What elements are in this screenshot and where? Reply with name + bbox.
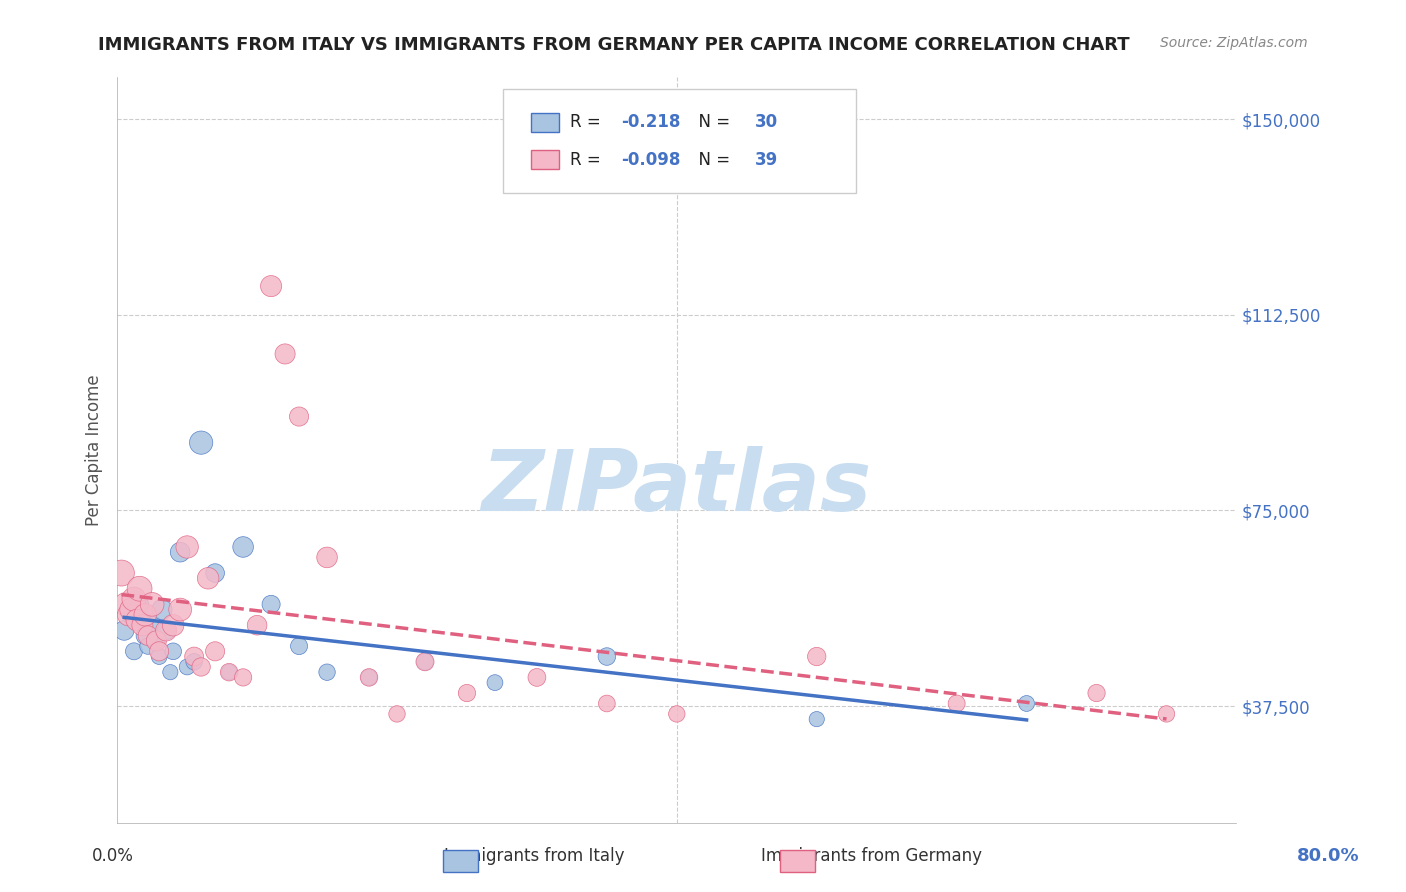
Text: ZIPatlas: ZIPatlas bbox=[482, 446, 872, 529]
Point bbox=[110, 566, 132, 580]
FancyBboxPatch shape bbox=[531, 113, 560, 131]
Text: R =: R = bbox=[571, 113, 606, 131]
Point bbox=[274, 347, 297, 361]
Point bbox=[131, 618, 153, 632]
Point bbox=[246, 618, 269, 632]
Point bbox=[162, 644, 184, 658]
Point bbox=[145, 633, 167, 648]
Point bbox=[136, 629, 159, 643]
Text: N =: N = bbox=[688, 151, 735, 169]
Text: N =: N = bbox=[688, 113, 735, 131]
Point bbox=[150, 602, 173, 616]
Point bbox=[357, 670, 380, 684]
Point bbox=[596, 649, 619, 664]
Point bbox=[288, 639, 311, 653]
Point bbox=[232, 670, 254, 684]
Point bbox=[484, 675, 506, 690]
Text: 0.0%: 0.0% bbox=[91, 847, 134, 865]
FancyBboxPatch shape bbox=[531, 150, 560, 169]
Point bbox=[159, 665, 181, 680]
Point bbox=[357, 670, 380, 684]
Point bbox=[122, 592, 145, 607]
Text: 80.0%: 80.0% bbox=[1298, 847, 1360, 865]
Point bbox=[114, 598, 136, 612]
Point bbox=[260, 279, 283, 293]
Point bbox=[806, 712, 828, 726]
Point bbox=[665, 706, 688, 721]
Point bbox=[112, 624, 135, 638]
Point bbox=[190, 660, 212, 674]
Point bbox=[141, 598, 163, 612]
Point bbox=[120, 602, 142, 616]
Point bbox=[131, 613, 153, 627]
Point bbox=[218, 665, 240, 680]
FancyBboxPatch shape bbox=[503, 88, 856, 193]
Point bbox=[155, 624, 177, 638]
Point bbox=[806, 649, 828, 664]
Point bbox=[183, 649, 205, 664]
Point bbox=[134, 629, 156, 643]
Point bbox=[128, 582, 150, 596]
Point bbox=[204, 566, 226, 580]
Point bbox=[148, 644, 170, 658]
Text: -0.098: -0.098 bbox=[621, 151, 681, 169]
Point bbox=[288, 409, 311, 424]
Point bbox=[260, 598, 283, 612]
Point bbox=[134, 607, 156, 622]
Point bbox=[145, 633, 167, 648]
Point bbox=[176, 660, 198, 674]
Point bbox=[385, 706, 408, 721]
Point bbox=[117, 607, 139, 622]
Point bbox=[232, 540, 254, 554]
Text: R =: R = bbox=[571, 151, 606, 169]
Point bbox=[1015, 697, 1038, 711]
Point bbox=[316, 550, 339, 565]
Text: -0.218: -0.218 bbox=[621, 113, 681, 131]
Point bbox=[218, 665, 240, 680]
Y-axis label: Per Capita Income: Per Capita Income bbox=[86, 375, 103, 526]
Point bbox=[122, 644, 145, 658]
Text: Immigrants from Italy: Immigrants from Italy bbox=[444, 847, 624, 865]
Point bbox=[125, 613, 148, 627]
Point bbox=[1085, 686, 1108, 700]
Point bbox=[316, 665, 339, 680]
Point bbox=[136, 639, 159, 653]
Point bbox=[169, 545, 191, 559]
Point bbox=[155, 624, 177, 638]
Point bbox=[456, 686, 478, 700]
Point bbox=[413, 655, 436, 669]
Point bbox=[176, 540, 198, 554]
Point bbox=[148, 649, 170, 664]
Text: 30: 30 bbox=[755, 113, 779, 131]
Text: IMMIGRANTS FROM ITALY VS IMMIGRANTS FROM GERMANY PER CAPITA INCOME CORRELATION C: IMMIGRANTS FROM ITALY VS IMMIGRANTS FROM… bbox=[98, 36, 1130, 54]
Point bbox=[141, 618, 163, 632]
Point bbox=[596, 697, 619, 711]
Text: Immigrants from Germany: Immigrants from Germany bbox=[761, 847, 983, 865]
Point bbox=[1156, 706, 1178, 721]
Point bbox=[204, 644, 226, 658]
Point bbox=[945, 697, 967, 711]
Point bbox=[169, 602, 191, 616]
Point bbox=[190, 435, 212, 450]
Point bbox=[413, 655, 436, 669]
Point bbox=[197, 571, 219, 585]
Point bbox=[183, 655, 205, 669]
Point bbox=[120, 607, 142, 622]
Point bbox=[162, 618, 184, 632]
Point bbox=[127, 598, 149, 612]
Point bbox=[526, 670, 548, 684]
Text: Source: ZipAtlas.com: Source: ZipAtlas.com bbox=[1160, 36, 1308, 50]
Text: 39: 39 bbox=[755, 151, 779, 169]
